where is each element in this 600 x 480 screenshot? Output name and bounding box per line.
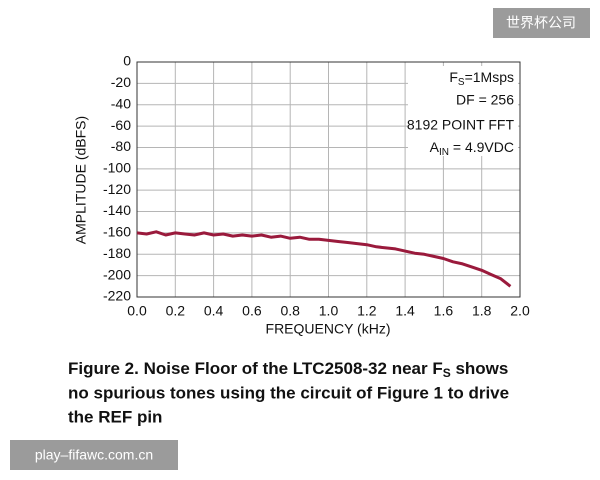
y-tick-label: -80 — [111, 138, 131, 154]
x-tick-label: 0.0 — [127, 303, 147, 319]
caption: the REF pin — [68, 407, 162, 426]
x-tick-label: 0.6 — [242, 303, 262, 319]
annotation: 8192 POINT FFT — [407, 117, 515, 133]
caption: Figure 2. Noise Floor of the LTC2508-32 … — [68, 359, 508, 380]
y-tick-label: -40 — [111, 95, 131, 111]
annotation: DF = 256 — [456, 92, 514, 108]
watermark-box — [493, 8, 590, 38]
series-line — [136, 230, 512, 288]
y-tick-label: -200 — [103, 266, 131, 282]
y-tick-label: -140 — [103, 202, 131, 218]
caption: no spurious tones using the circuit of F… — [68, 383, 509, 402]
x-tick-label: 1.8 — [472, 303, 492, 319]
watermark-box — [10, 440, 178, 470]
annotation-part: =1Msps — [465, 69, 514, 85]
annotation: AIN = 4.9VDC — [430, 139, 514, 158]
y-tick-label: 0 — [123, 53, 131, 69]
annotation-part: = 4.9VDC — [449, 139, 514, 155]
annotation: FS=1Msps — [449, 69, 514, 88]
y-tick-label: -100 — [103, 160, 131, 176]
y-tick-label: -180 — [103, 245, 131, 261]
y-axis-label: AMPLITUDE (dBFS) — [73, 116, 89, 244]
x-tick-label: 0.2 — [166, 303, 186, 319]
y-tick-label: -20 — [111, 74, 131, 90]
x-tick-label: 0.4 — [204, 303, 224, 319]
annotation-part: S — [458, 77, 465, 88]
x-tick-label: 1.0 — [319, 303, 339, 319]
caption-part: Figure 2. Noise Floor of the LTC2508-32 … — [68, 359, 443, 378]
caption-part: S — [443, 366, 451, 380]
watermark: 世界杯公司 — [506, 15, 576, 31]
annotation-box — [408, 66, 518, 156]
x-tick-label: 2.0 — [510, 303, 530, 319]
caption-part: shows — [451, 359, 509, 378]
annotation-part: IN — [439, 147, 449, 158]
x-tick-label: 1.4 — [395, 303, 415, 319]
x-axis-label: FREQUENCY (kHz) — [266, 321, 391, 337]
x-tick-label: 0.8 — [280, 303, 300, 319]
plot-frame — [136, 61, 521, 298]
y-tick-label: -120 — [103, 181, 131, 197]
x-tick-label: 1.6 — [434, 303, 454, 319]
y-tick-label: -60 — [111, 117, 131, 133]
annotation-part: F — [449, 69, 458, 85]
y-tick-label: -160 — [103, 224, 131, 240]
x-tick-label: 1.2 — [357, 303, 377, 319]
annotation-part: A — [430, 139, 440, 155]
y-tick-label: -220 — [103, 288, 131, 304]
watermark: play–fifawc.com.cn — [35, 447, 153, 463]
